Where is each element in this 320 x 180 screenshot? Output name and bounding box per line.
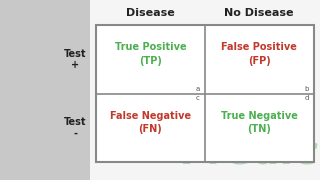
Text: True Negative
(TN): True Negative (TN) [221, 111, 298, 134]
Text: d: d [304, 95, 309, 101]
Text: c: c [196, 95, 200, 101]
Text: Test
+: Test + [64, 49, 86, 70]
Text: Predic: Predic [181, 134, 318, 172]
Text: False Negative
(FN): False Negative (FN) [110, 111, 191, 134]
Text: True Positive
(TP): True Positive (TP) [115, 42, 186, 66]
Bar [96, 25, 314, 162]
Bar [90, 0, 320, 180]
Text: Disease: Disease [126, 8, 175, 18]
Text: a: a [196, 86, 200, 92]
Bar [0, 0, 90, 180]
Text: b: b [304, 86, 309, 92]
Text: No Disease: No Disease [224, 8, 294, 18]
Text: False Positive
(FP): False Positive (FP) [221, 42, 297, 66]
Text: Test
-: Test - [64, 117, 86, 139]
